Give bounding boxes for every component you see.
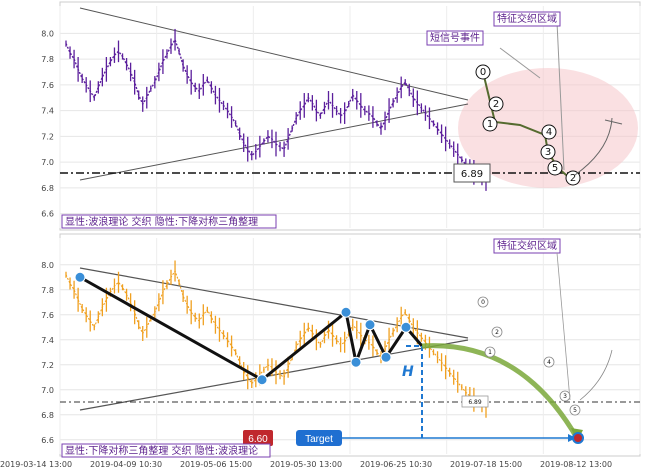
bottom-wave-labels: 0 2 1 4 35 [477,296,581,416]
top-signal-event-label: 短信号事件 [430,31,480,44]
bottom-zone-pointer [556,252,571,401]
bottom-target-label: Target [305,434,333,445]
wave-label-text: 2 [495,329,499,336]
top-y-axis: 8.0 7.8 7.6 7.4 7.2 7.0 6.8 6.6 [41,29,54,218]
pivot-point [364,319,376,331]
wave-label-text: 2 [493,99,499,110]
wave-label-text: 0 [481,299,485,306]
pivot-point [340,306,352,318]
wave-label-text: 1 [487,119,493,130]
wave-label-circle [569,404,581,416]
wave-label-circle [491,326,503,338]
y-tick-label: 7.8 [41,286,54,295]
wave-label-text: 5 [552,163,558,174]
bottom-chart-panel: 8.0 7.8 7.6 7.4 7.2 7.0 6.8 6.6 2019-03-14 13:0… [0,233,641,469]
y-tick-label: 7.0 [41,386,54,395]
bottom-feature-zone-label: 特征交织区域 [497,239,557,252]
y-tick-label: 7.4 [41,107,54,116]
wave-label-text: 3 [563,393,567,400]
wave-label-text: 2 [570,173,576,184]
x-tick-label: 2019-05-30 13:00 [270,460,342,469]
x-tick-label: 2019-03-14 13:00 [0,460,72,469]
bottom-target-point [572,432,584,444]
pivot-point [74,271,86,283]
bottom-feature-zone-box [493,238,561,254]
y-tick-label: 7.2 [41,132,54,141]
pivot-point [350,356,362,368]
wave-label-text: 1 [488,349,492,356]
wave-label-circle [540,144,556,160]
y-tick-label: 7.4 [41,336,54,345]
wave-label-text: 3 [545,147,551,158]
y-tick-label: 8.0 [41,261,54,270]
top-signal-event-box [426,30,484,46]
y-tick-label: 7.2 [41,361,54,370]
bottom-triangle-lower-line [79,339,469,411]
y-tick-label: 6.6 [41,210,54,219]
y-tick-label: 7.8 [41,55,54,64]
wave-label-text: 4 [547,359,551,366]
wave-label-text: 4 [546,127,552,138]
wave-label-circle [547,160,563,176]
top-triangle-upper-line [79,7,469,101]
y-tick-label: 7.6 [41,81,54,90]
top-zone-pointer [556,21,565,171]
top-price-series [65,28,487,191]
x-tick-label: 2019-06-25 10:30 [360,460,432,469]
x-tick-label: 2019-04-09 10:30 [90,460,162,469]
y-tick-label: 8.0 [41,29,54,38]
y-tick-label: 6.6 [41,436,54,445]
y-tick-label: 7.6 [41,311,54,320]
bottom-projection-curve [421,343,580,440]
pivot-point [380,351,392,363]
top-feature-zone-label: 特征交织区域 [497,12,557,25]
top-legend-box [61,214,277,229]
x-tick-label: 2019-07-18 15:00 [450,460,522,469]
x-tick-label: 2019-05-06 15:00 [180,460,252,469]
pivot-point [256,374,268,386]
wave-label-circle [477,296,489,308]
bottom-target-value-box [243,430,273,446]
top-curved-arrow [574,117,613,176]
wave-label-circle [541,124,557,140]
wave-label-circle [543,356,555,368]
top-arrow-tick [604,119,623,125]
bottom-target-box [296,430,342,446]
top-support-label-box [453,163,491,183]
wave-label-circle [488,96,504,112]
bottom-height-label: H [402,364,414,380]
bottom-y-axis: 8.0 7.8 7.6 7.4 7.2 7.0 6.8 6.6 [41,261,54,445]
pivot-point [400,321,412,333]
wave-label-circle [482,116,498,132]
bottom-legend-box [61,443,271,458]
bottom-x-axis: 2019-03-14 13:00 2019-04-09 10:30 2019-05-… [0,460,612,469]
bottom-target-value: 6.60 [248,434,268,445]
top-annotation-arrow [499,47,541,79]
wave-label-circle [475,64,491,80]
bottom-support-label: 6.89 [468,399,482,406]
y-tick-label: 6.8 [41,184,54,193]
y-tick-label: 7.0 [41,158,54,167]
bottom-support-label-box [461,395,489,408]
top-feature-zone-box [493,11,561,27]
y-tick-label: 6.8 [41,411,54,420]
bottom-curved-arrow [579,349,613,401]
top-legend-text: 显性:波浪理论 交织 隐性:下降对称三角整理 [65,215,258,228]
wave-label-circle [484,346,496,358]
top-support-label: 6.89 [461,169,483,180]
bottom-legend-text: 显性:下降对称三角整理 交织 隐性:波浪理论 [65,444,258,457]
wave-label-text: 0 [480,67,486,78]
x-tick-label: 2019-08-12 13:00 [540,460,612,469]
wave-label-text: 5 [573,407,577,414]
bottom-pivot-path [74,271,424,386]
